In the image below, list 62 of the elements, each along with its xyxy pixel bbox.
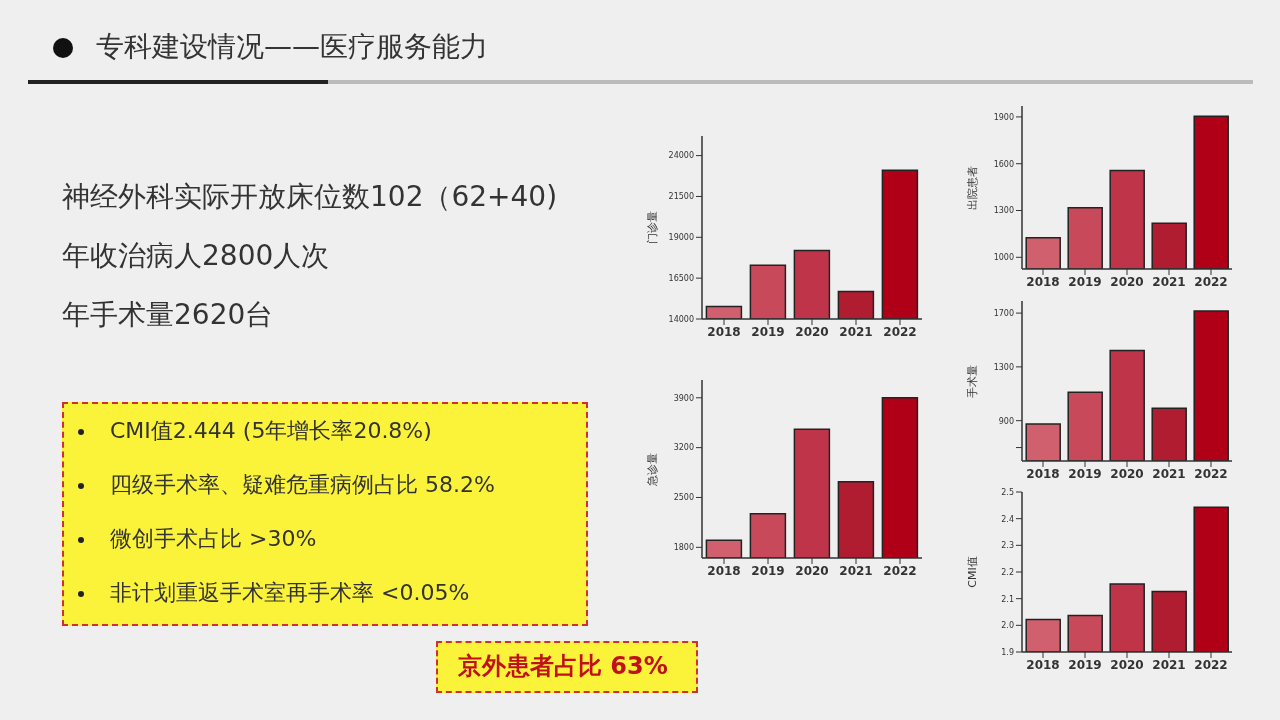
x-tick-label: 2020 xyxy=(795,324,829,339)
y-tick-label: 1700 xyxy=(993,308,1014,318)
y-tick-label: 2500 xyxy=(673,493,694,503)
y-tick-label: 900 xyxy=(998,416,1014,426)
text: 京外患者占比 63% xyxy=(458,651,668,682)
y-tick-label: 2.5 xyxy=(1001,487,1014,497)
x-tick-label: 2022 xyxy=(883,563,917,578)
y-tick-label: 16500 xyxy=(668,273,694,283)
text: 非计划重返手术室再手术率 <0.05% xyxy=(109,579,470,607)
y-tick-label: 2.4 xyxy=(1001,514,1014,524)
x-tick-label: 2021 xyxy=(1152,274,1186,289)
y-tick-label: 1800 xyxy=(673,543,694,553)
y-tick-label: 21500 xyxy=(668,192,694,202)
y-axis-title: 门诊量 xyxy=(645,211,659,244)
x-tick-label: 2022 xyxy=(1194,657,1228,672)
x-tick-label: 2020 xyxy=(1110,466,1144,481)
y-tick-label: 2.1 xyxy=(1001,594,1014,604)
x-tick-label: 2020 xyxy=(1110,274,1144,289)
x-tick-label: 2018 xyxy=(1026,274,1060,289)
text: 微创手术占比 >30% xyxy=(109,525,317,553)
x-tick-label: 2019 xyxy=(751,563,785,578)
text: 神经外科实际开放床位数102（62+40) xyxy=(62,179,558,215)
y-axis-title: 急诊量 xyxy=(645,452,659,487)
y-axis-title: 出院患者 xyxy=(965,165,979,210)
x-tick-label: 2019 xyxy=(1068,466,1102,481)
x-tick-label: 2019 xyxy=(1068,274,1102,289)
x-tick-label: 2021 xyxy=(1152,466,1186,481)
x-tick-label: 2022 xyxy=(1194,274,1228,289)
x-tick-label: 2021 xyxy=(1152,657,1186,672)
x-tick-label: 2019 xyxy=(1068,657,1102,672)
y-axis-title: CMI值 xyxy=(965,556,979,588)
y-tick-label: 2.3 xyxy=(1001,541,1014,551)
text: 专科建设情况——医疗服务能力 xyxy=(96,29,488,65)
x-tick-label: 2020 xyxy=(795,563,829,578)
y-tick-label: 2.0 xyxy=(1001,621,1014,631)
x-tick-label: 2022 xyxy=(883,324,917,339)
y-tick-label: 1600 xyxy=(993,159,1014,169)
text: CMI值2.444 (5年增长率20.8%) xyxy=(109,417,432,445)
x-tick-label: 2019 xyxy=(751,324,785,339)
y-tick-label: 19000 xyxy=(668,233,694,243)
x-tick-label: 2021 xyxy=(839,324,873,339)
y-tick-label: 14000 xyxy=(668,314,694,324)
y-tick-label: 2.2 xyxy=(1001,567,1014,577)
y-tick-label: 1300 xyxy=(993,206,1014,216)
y-axis-title: 手术量 xyxy=(965,364,979,398)
x-tick-label: 2018 xyxy=(707,563,741,578)
x-tick-label: 2022 xyxy=(1194,466,1228,481)
y-tick-label: 3900 xyxy=(673,393,694,403)
y-tick-label: 1900 xyxy=(993,112,1014,122)
x-tick-label: 2020 xyxy=(1110,657,1144,672)
text: 四级手术率、疑难危重病例占比 58.2% xyxy=(109,471,495,499)
x-tick-label: 2018 xyxy=(1026,466,1060,481)
x-tick-label: 2018 xyxy=(707,324,741,339)
y-tick-label: 1.9 xyxy=(1001,647,1014,657)
y-tick-label: 1000 xyxy=(993,253,1014,263)
y-tick-label: 3200 xyxy=(673,443,694,453)
text: 年手术量2620台 xyxy=(62,297,274,333)
text: 年收治病人2800人次 xyxy=(62,238,330,274)
x-tick-label: 2021 xyxy=(839,563,873,578)
y-tick-label: 1300 xyxy=(993,362,1014,372)
y-tick-label: 24000 xyxy=(668,151,694,161)
x-tick-label: 2018 xyxy=(1026,657,1060,672)
